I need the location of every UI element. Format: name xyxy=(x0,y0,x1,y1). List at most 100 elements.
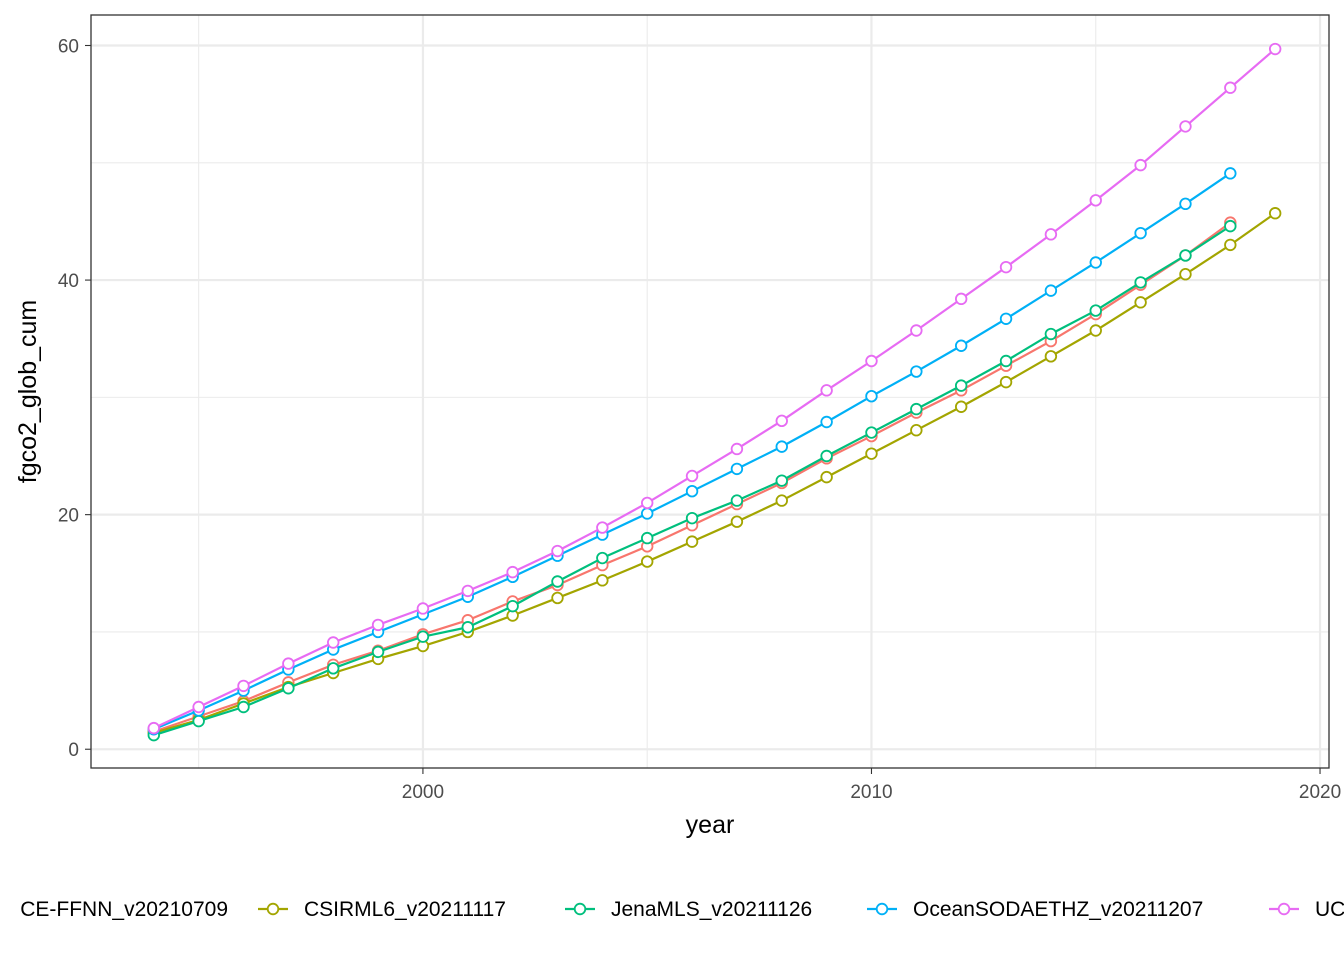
legend-item: OceanSODAETHZ_v20211207 xyxy=(867,898,1203,921)
legend-item: CE-FFNN_v20210709 xyxy=(20,898,228,921)
data-point xyxy=(641,555,654,568)
x-tick-label: 2010 xyxy=(850,782,892,803)
data-point xyxy=(282,682,295,695)
data-point xyxy=(865,389,878,403)
data-point xyxy=(820,470,833,484)
data-point xyxy=(999,354,1013,368)
x-axis-title: year xyxy=(686,811,735,839)
plot-panel-border xyxy=(90,14,1330,769)
plot-panel xyxy=(91,15,1329,768)
data-point xyxy=(730,515,744,528)
data-point xyxy=(596,551,609,565)
data-point xyxy=(775,494,788,507)
legend-label: JenaMLS_v20211126 xyxy=(611,898,812,921)
data-point xyxy=(147,721,160,735)
series-line xyxy=(153,48,1276,730)
data-point xyxy=(282,657,295,670)
data-point xyxy=(1044,228,1058,241)
data-point xyxy=(1134,226,1147,240)
data-point xyxy=(1089,194,1102,207)
y-tick-label: 40 xyxy=(58,271,79,292)
data-point xyxy=(1179,249,1192,262)
data-point xyxy=(1224,81,1237,94)
data-point xyxy=(1044,327,1058,341)
x-tick-label: 2000 xyxy=(402,782,444,803)
legend-key-marker xyxy=(875,902,889,916)
data-point xyxy=(327,662,340,675)
legend-key-marker xyxy=(573,902,587,916)
data-point xyxy=(1044,350,1058,363)
data-point xyxy=(461,621,474,634)
y-axis: 0 20 40 60 xyxy=(58,36,91,761)
y-tick-label: 0 xyxy=(68,740,79,761)
data-point xyxy=(1089,304,1102,317)
data-point xyxy=(641,531,654,545)
data-point xyxy=(775,474,788,487)
legend-label: CSIRML6_v20211117 xyxy=(304,898,506,921)
data-point xyxy=(954,400,968,413)
data-point xyxy=(865,426,878,439)
data-point xyxy=(910,402,923,416)
data-point xyxy=(1224,219,1237,233)
data-point xyxy=(1224,238,1237,252)
data-point xyxy=(910,365,923,378)
data-point xyxy=(685,469,699,483)
data-point xyxy=(596,521,609,534)
data-point xyxy=(327,636,340,649)
y-tick-label: 20 xyxy=(58,506,79,527)
data-point xyxy=(1089,256,1102,269)
data-point xyxy=(641,507,654,520)
data-point xyxy=(192,714,205,728)
x-tick-label: 2020 xyxy=(1299,782,1341,803)
data-point xyxy=(910,324,923,337)
data-point xyxy=(1134,296,1147,309)
data-point xyxy=(1134,158,1147,172)
y-tick-label: 60 xyxy=(58,36,79,57)
data-point xyxy=(954,339,968,352)
data-point xyxy=(1268,42,1282,56)
data-point xyxy=(775,440,788,453)
data-point xyxy=(416,630,430,643)
legend-label: CE-FFNN_v20210709 xyxy=(20,898,228,921)
data-point xyxy=(1179,120,1192,133)
series-layer xyxy=(147,42,1282,742)
data-point xyxy=(641,496,654,510)
x-axis: 2000 2010 2020 xyxy=(402,768,1341,803)
data-point xyxy=(775,414,788,428)
series-5 xyxy=(147,42,1282,735)
data-point xyxy=(910,424,923,437)
legend-key-marker xyxy=(1277,902,1291,916)
data-point xyxy=(596,574,609,587)
legend: CE-FFNN_v20210709 CSIRML6_v20211117 JenaML… xyxy=(20,898,1344,921)
data-point xyxy=(416,602,430,615)
data-point xyxy=(820,415,833,429)
series-line xyxy=(153,212,1276,734)
data-point xyxy=(1179,268,1192,281)
data-point xyxy=(685,511,699,525)
data-point xyxy=(371,618,385,632)
legend-item: JenaMLS_v20211126 xyxy=(565,898,812,921)
data-point xyxy=(551,591,564,605)
data-point xyxy=(1224,167,1237,180)
data-point xyxy=(1044,284,1058,297)
data-point xyxy=(1089,324,1102,337)
data-point xyxy=(461,584,474,598)
data-point xyxy=(237,700,250,714)
data-point xyxy=(954,379,968,392)
legend-item: UC xyxy=(1269,898,1344,921)
data-point xyxy=(820,384,833,397)
data-point xyxy=(685,535,699,548)
data-point xyxy=(1179,197,1192,211)
data-point xyxy=(685,484,699,498)
data-point xyxy=(1268,207,1282,220)
data-point xyxy=(506,565,519,579)
data-point xyxy=(730,462,744,476)
data-point xyxy=(999,312,1013,325)
legend-item: CSIRML6_v20211117 xyxy=(258,898,506,921)
data-point xyxy=(237,679,250,693)
data-point xyxy=(865,354,878,368)
data-point xyxy=(865,447,878,460)
data-point xyxy=(954,292,968,306)
data-point xyxy=(999,260,1013,274)
